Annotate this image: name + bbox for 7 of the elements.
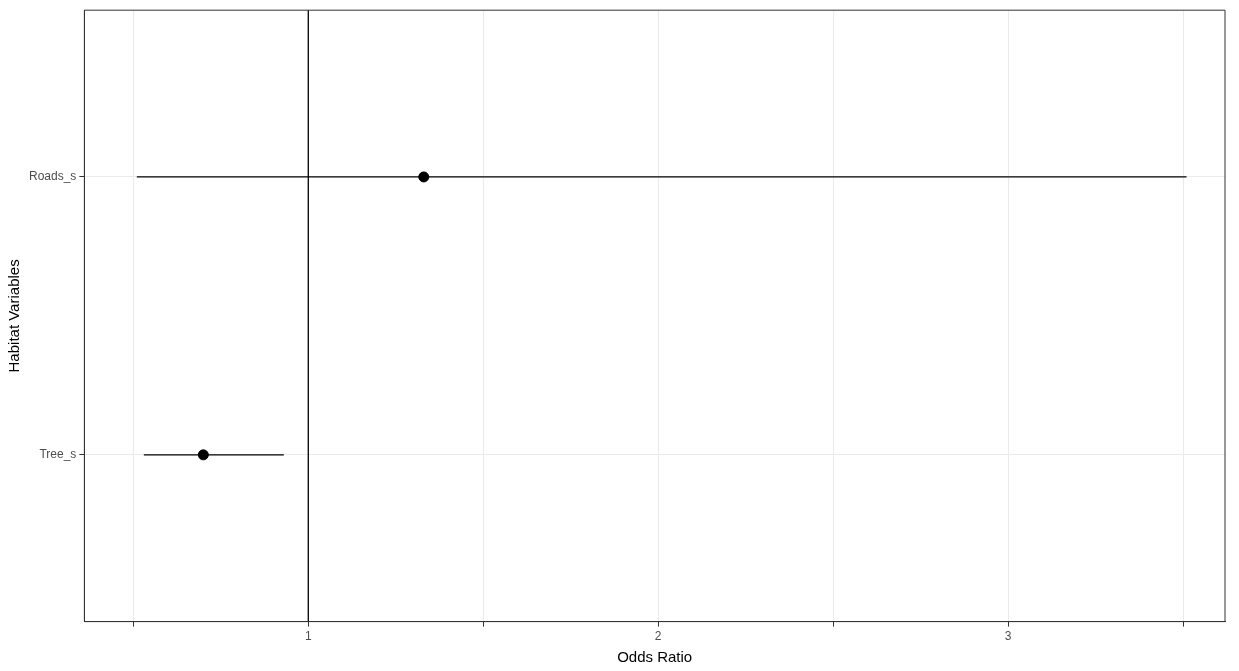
- x-axis-title: Odds Ratio: [617, 648, 693, 666]
- x-tick-label: 3: [1004, 629, 1012, 644]
- y-tick-label: Tree_s: [39, 447, 77, 462]
- x-tick-label: 2: [654, 629, 662, 644]
- x-tick-label: 1: [304, 629, 312, 644]
- y-axis-title: Habitat Variables: [5, 259, 23, 373]
- y-tick-label: Roads_s: [28, 169, 77, 184]
